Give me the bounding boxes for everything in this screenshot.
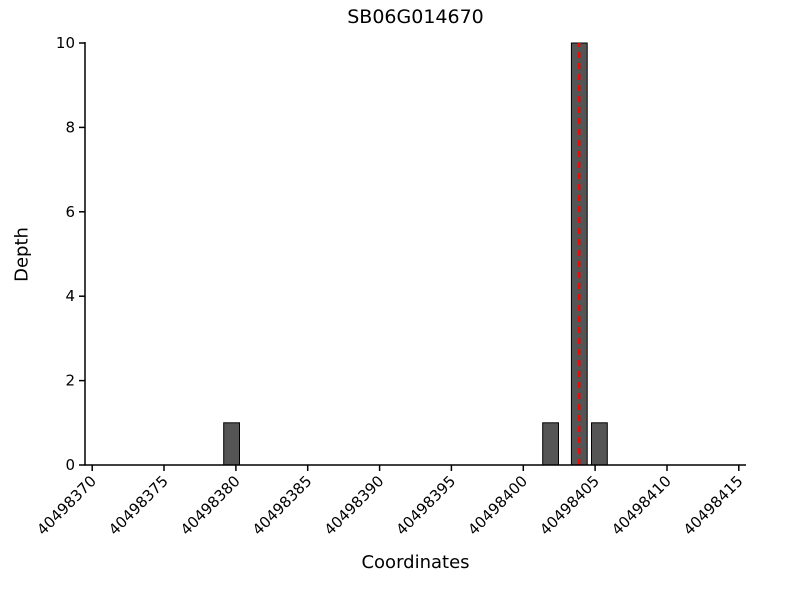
y-tick-label: 8: [65, 118, 75, 136]
x-tick-label: 40498400: [464, 472, 531, 539]
x-tick-label: 40498415: [680, 472, 747, 539]
y-tick-label: 10: [56, 34, 75, 52]
x-axis-label: Coordinates: [361, 552, 470, 573]
depth-bar: [591, 422, 608, 466]
x-tick-label: 40498410: [608, 472, 675, 539]
x-tick-label: 40498395: [393, 472, 460, 539]
chart-title: SB06G014670: [347, 6, 484, 28]
x-tick-label: 40498375: [105, 472, 172, 539]
y-tick-label: 4: [65, 287, 75, 305]
y-tick-label: 6: [65, 203, 75, 221]
y-axis-label: Depth: [11, 227, 33, 282]
x-tick-label: 40498380: [177, 472, 244, 539]
y-tick-label: 2: [65, 372, 75, 390]
x-tick-label: 40498370: [33, 472, 100, 539]
depth-bar: [542, 422, 560, 466]
x-tick-label: 40498385: [249, 472, 316, 539]
y-tick-label: 0: [65, 456, 75, 474]
x-tick-label: 40498405: [536, 472, 603, 539]
depth-bar: [223, 422, 240, 466]
x-tick-label: 40498390: [321, 472, 388, 539]
